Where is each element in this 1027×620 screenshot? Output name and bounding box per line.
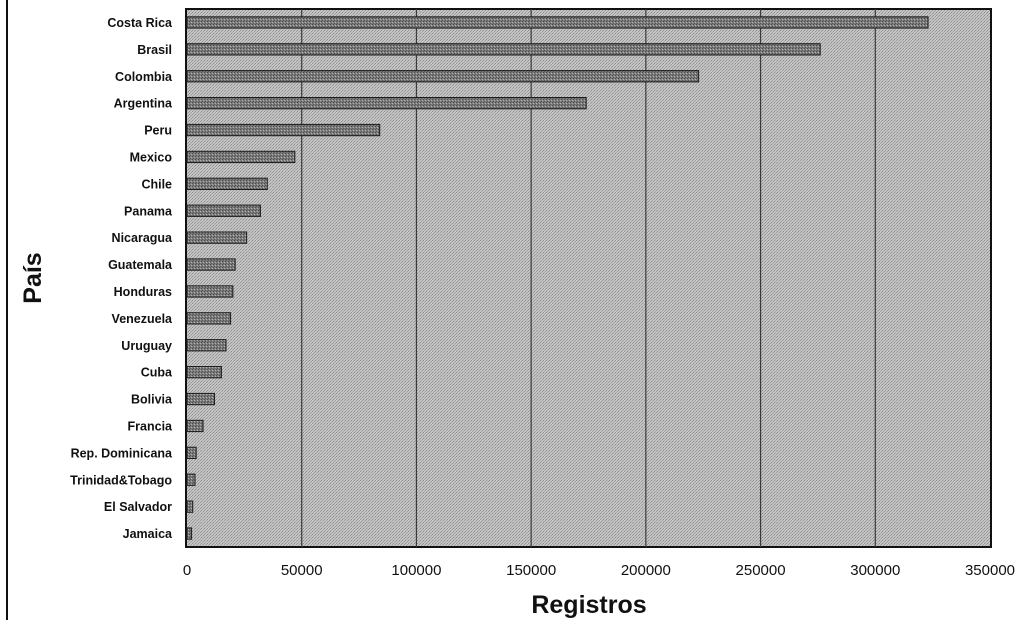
- category-label: Costa Rica: [107, 16, 173, 30]
- category-label: Argentina: [114, 97, 173, 111]
- x-tick-labels: 0 50000 100000 150000 200000 250000 300000 3500…: [183, 562, 1015, 579]
- category-label: Mexico: [130, 150, 173, 164]
- bar-argentina: [186, 97, 587, 110]
- x-tick-label: 200000: [621, 562, 671, 579]
- x-axis-title: Registros: [531, 591, 646, 619]
- category-label: Bolivia: [131, 393, 173, 407]
- category-labels: Costa Rica Brasil Colombia Argentina Peru Mex…: [70, 16, 173, 541]
- page-border-line: [6, 0, 8, 620]
- category-label: Panama: [124, 204, 173, 218]
- x-tick-label: 100000: [391, 562, 441, 579]
- category-label: Jamaica: [123, 527, 173, 541]
- category-label: Uruguay: [121, 339, 172, 353]
- category-label: Trinidad&Tobago: [70, 473, 172, 487]
- bar-panama: [186, 204, 261, 217]
- bar-nicaragua: [186, 231, 248, 244]
- x-tick-label: 50000: [281, 562, 323, 579]
- category-label: Guatemala: [108, 258, 173, 272]
- bar-uruguay: [186, 339, 227, 352]
- category-label: Brasil: [137, 43, 172, 57]
- x-tick-label: 150000: [506, 562, 556, 579]
- x-tick-label: 0: [183, 562, 191, 579]
- category-label: Chile: [141, 177, 172, 191]
- bar-venezuela: [186, 312, 232, 325]
- bar-peru: [186, 123, 381, 137]
- x-tick-label: 300000: [850, 562, 900, 579]
- bar-trinidad-tobago: [186, 473, 196, 486]
- category-label: Honduras: [114, 285, 172, 299]
- x-tick-label: 250000: [736, 562, 786, 579]
- bar-francia: [186, 419, 204, 433]
- bars: [186, 16, 929, 540]
- category-label: Venezuela: [112, 312, 173, 326]
- bar-chile: [186, 177, 268, 190]
- bar-rep-dominicana: [186, 446, 197, 459]
- bar-costa-rica: [186, 16, 929, 29]
- bar-mexico: [186, 150, 296, 164]
- category-label: El Salvador: [104, 500, 172, 514]
- bar-bolivia: [186, 392, 216, 406]
- x-tick-label: 350000: [965, 562, 1015, 579]
- y-axis-title: País: [19, 252, 47, 303]
- category-label: Rep. Dominicana: [71, 446, 173, 460]
- bar-jamaica: [186, 527, 193, 540]
- bar-brasil: [186, 43, 821, 56]
- plot-area: [185, 8, 992, 548]
- bar-honduras: [186, 285, 234, 298]
- bar-cuba: [186, 366, 222, 379]
- category-label: Cuba: [141, 366, 173, 380]
- bar-colombia: [186, 70, 700, 83]
- category-label: Nicaragua: [112, 231, 173, 245]
- category-label: Colombia: [115, 70, 173, 84]
- category-label: Francia: [128, 419, 174, 433]
- category-label: Peru: [144, 124, 172, 138]
- bar-guatemala: [186, 258, 236, 271]
- bar-el-salvador: [186, 500, 194, 513]
